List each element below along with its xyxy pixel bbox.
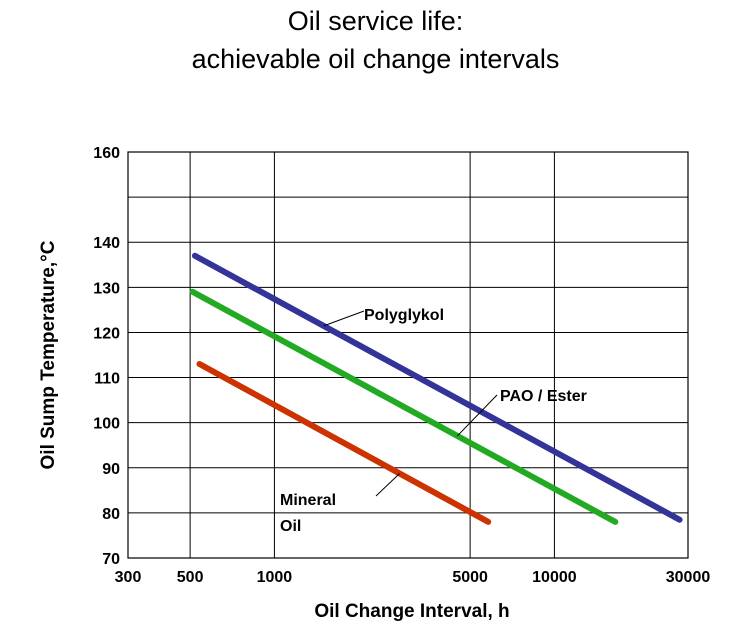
- annotation-leader-line: [323, 310, 365, 327]
- annotation-label: PAO / Ester: [500, 388, 587, 405]
- y-tick-label: 70: [102, 551, 120, 568]
- annotation-label: Mineral: [280, 492, 336, 509]
- y-tick-label: 160: [93, 145, 120, 162]
- y-tick-label: 110: [94, 371, 120, 388]
- x-tick-label: 10000: [532, 569, 577, 586]
- x-tick-label: 500: [177, 569, 204, 586]
- series-line-pao-ester: [189, 288, 619, 525]
- annotation-label: Oil: [280, 518, 301, 535]
- y-tick-label: 130: [93, 280, 120, 297]
- series-line-mineral-oil: [196, 361, 492, 525]
- annotation-leader-line: [456, 394, 498, 437]
- chart-title-line-1: Oil service life:: [287, 6, 464, 36]
- grid: [128, 152, 688, 558]
- annotations: Polyglykol PAO / Ester Mineral Oil: [280, 307, 587, 535]
- x-tick-label: 300: [115, 569, 142, 586]
- y-tick-label: 140: [93, 235, 120, 252]
- plot-frame: [127, 151, 689, 559]
- x-tick-label: 1000: [257, 569, 293, 586]
- y-tick-label: 120: [93, 325, 120, 342]
- y-tick-label: 90: [102, 461, 120, 478]
- annotation-label: Polyglykol: [364, 307, 444, 324]
- y-tick-label: 100: [93, 416, 120, 433]
- chart-title-line-2: achievable oil change intervals: [191, 44, 560, 74]
- x-axis-label: Oil Change Interval, h: [314, 601, 509, 622]
- x-tick-label: 5000: [452, 569, 488, 586]
- series-lines: [189, 252, 683, 525]
- series-line-polyglykol: [191, 252, 683, 523]
- annotation-leader-line: [375, 473, 400, 497]
- y-tick-label: 80: [102, 506, 120, 523]
- x-tick-label: 30000: [666, 569, 711, 586]
- tick-labels: 300 500 1000 5000 10000 30000 70 80 90 100 110 120 1…: [93, 145, 710, 586]
- y-axis-label: Oil Sump Temperature,°C: [38, 240, 59, 469]
